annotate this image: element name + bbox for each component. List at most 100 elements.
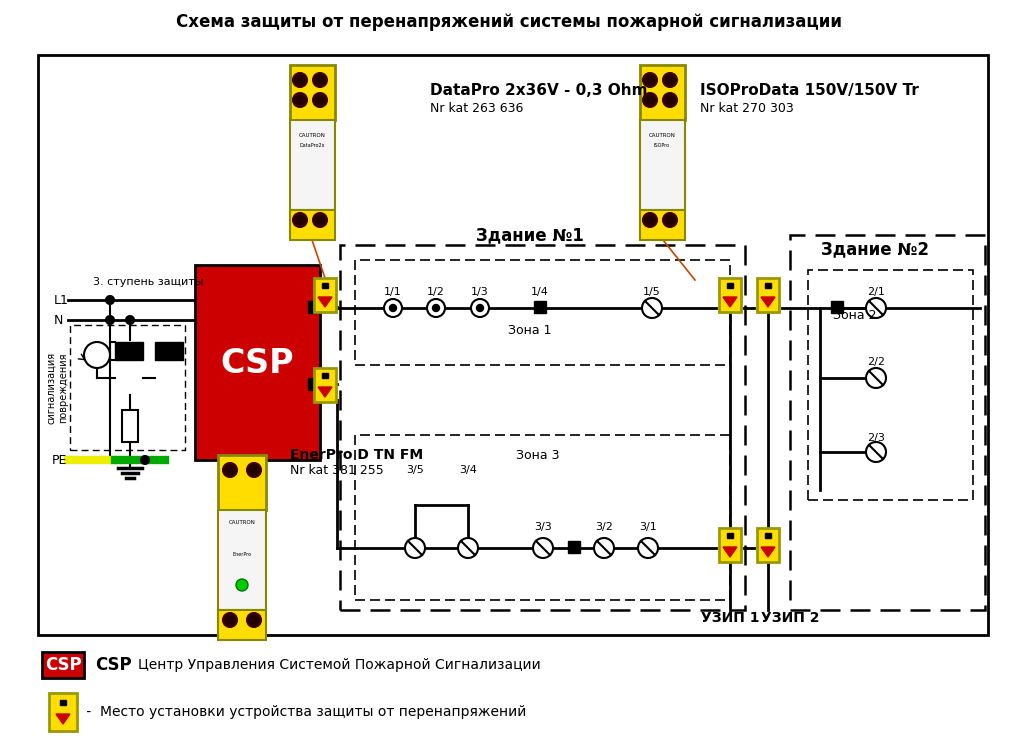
Bar [42,652,84,678]
Text: Nr kat 381 255: Nr kat 381 255 [290,464,384,477]
Bar [308,378,320,390]
Bar [290,120,335,210]
Text: 1/3: 1/3 [471,287,489,297]
Text: -  Место установки устройства защиты от перенапряжений: - Место установки устройства защиты от п… [82,705,526,719]
Text: Nr kat 263 636: Nr kat 263 636 [430,102,523,114]
Circle shape [427,299,445,317]
Circle shape [247,613,261,627]
Text: CAUTRON: CAUTRON [648,133,675,138]
Text: Nr kat 270 303: Nr kat 270 303 [700,102,794,114]
Bar [355,260,730,365]
Bar [115,342,143,360]
Circle shape [223,613,237,627]
Bar [765,283,771,288]
Circle shape [642,298,662,318]
Circle shape [126,316,134,324]
Text: CSP: CSP [220,346,294,380]
Circle shape [293,93,307,107]
Circle shape [643,93,657,107]
Text: N: N [54,313,63,327]
Circle shape [593,538,614,558]
Circle shape [476,304,484,312]
Circle shape [663,73,677,87]
Circle shape [663,213,677,227]
Bar [218,510,266,610]
Text: 1/4: 1/4 [531,287,549,297]
Bar [60,700,66,705]
Bar [640,65,685,120]
Circle shape [663,93,677,107]
Circle shape [223,463,237,477]
Circle shape [471,299,489,317]
Bar [290,65,335,120]
Text: Здание №2: Здание №2 [821,240,929,258]
Bar [314,278,336,312]
Text: 1/5: 1/5 [643,287,661,297]
Circle shape [247,463,261,477]
Text: 3/2: 3/2 [596,522,613,532]
Bar [314,368,336,402]
Text: DataPro2x: DataPro2x [299,142,325,148]
Polygon shape [318,387,332,397]
Text: 3/4: 3/4 [459,465,477,475]
Bar [727,533,733,538]
Bar [640,210,685,240]
Bar [727,283,733,288]
Bar [340,245,745,610]
Circle shape [433,304,440,312]
Text: Схема защиты от перенапряжений системы пожарной сигнализации: Схема защиты от перенапряжений системы п… [176,13,842,31]
Text: УЗИП 2: УЗИП 2 [760,611,819,625]
Bar [534,301,546,313]
Bar [70,325,185,450]
Bar [719,278,741,312]
Circle shape [142,456,149,464]
Bar [765,533,771,538]
Text: CAUTRON: CAUTRON [298,133,326,138]
Circle shape [313,93,327,107]
Circle shape [643,73,657,87]
Circle shape [643,213,657,227]
Text: EnerPro D TN FM: EnerPro D TN FM [290,448,423,462]
Bar [38,55,988,635]
Text: CAUTRON: CAUTRON [229,520,256,526]
Bar [122,410,138,442]
Circle shape [866,368,886,388]
Circle shape [313,213,327,227]
Text: DataPro 2x36V - 0,3 Ohm: DataPro 2x36V - 0,3 Ohm [430,83,647,97]
Text: 3. ступень защиты: 3. ступень защиты [93,277,204,287]
Polygon shape [723,547,737,557]
Polygon shape [723,297,737,307]
Polygon shape [56,714,70,724]
Text: 2/2: 2/2 [867,357,885,367]
Circle shape [458,538,478,558]
Text: PE: PE [52,453,67,467]
Text: L1: L1 [54,294,69,306]
Bar [218,610,266,640]
Bar [322,373,328,378]
Circle shape [533,538,553,558]
Text: EnerPro: EnerPro [232,553,251,557]
Circle shape [866,298,886,318]
Polygon shape [761,297,775,307]
Text: 3/1: 3/1 [639,522,657,532]
Circle shape [293,73,307,87]
Text: CSP: CSP [45,656,81,674]
Bar [568,541,580,553]
Circle shape [313,73,327,87]
Bar [218,455,266,510]
Bar [757,278,779,312]
Bar [790,235,985,610]
Text: -  Центр Управления Системой Пожарной Сигнализации: - Центр Управления Системой Пожарной Сиг… [120,658,541,672]
Text: 1/1: 1/1 [384,287,402,297]
Text: 2/1: 2/1 [867,287,885,297]
Circle shape [390,304,396,312]
Bar [155,342,183,360]
Circle shape [106,316,114,324]
Polygon shape [318,297,332,307]
Text: 1/2: 1/2 [428,287,445,297]
Text: Зона 1: Зона 1 [508,324,552,337]
Bar [322,283,328,288]
Text: CSP: CSP [95,656,131,674]
Circle shape [293,213,307,227]
Text: ISOProData 150V/150V Tr: ISOProData 150V/150V Tr [700,83,919,97]
